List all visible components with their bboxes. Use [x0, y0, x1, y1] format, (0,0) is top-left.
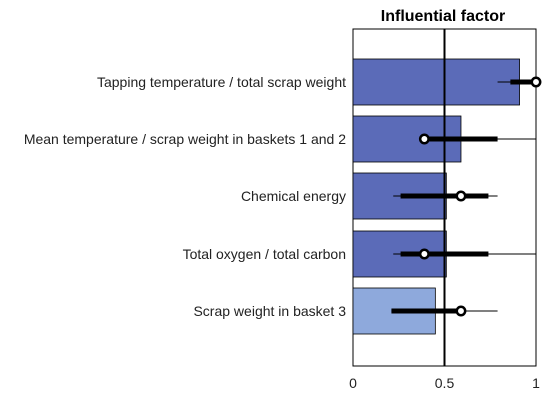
median-marker-2 — [455, 190, 467, 202]
median-marker-0 — [530, 76, 542, 88]
category-label-3: Total oxygen / total carbon — [183, 246, 346, 262]
bar-0 — [352, 58, 520, 106]
x-tick-label-1: 0.5 — [435, 375, 455, 391]
category-label-2: Chemical energy — [241, 188, 346, 204]
whisker-layer — [391, 29, 542, 366]
median-marker-4 — [455, 305, 467, 317]
category-label-0: Tapping temperature / total scrap weight — [97, 74, 346, 90]
category-label-4: Scrap weight in basket 3 — [193, 303, 346, 319]
category-labels: Tapping temperature / total scrap weight… — [24, 74, 346, 319]
chart-title: Influential factor — [381, 8, 505, 25]
x-tick-label-0: 0 — [349, 375, 357, 391]
x-axis-ticks: 0 0.5 1 — [349, 362, 540, 391]
median-marker-3 — [418, 248, 430, 260]
median-marker-1 — [418, 133, 430, 145]
category-label-1: Mean temperature / scrap weight in baske… — [24, 131, 346, 147]
x-tick-label-2: 1 — [532, 375, 540, 391]
